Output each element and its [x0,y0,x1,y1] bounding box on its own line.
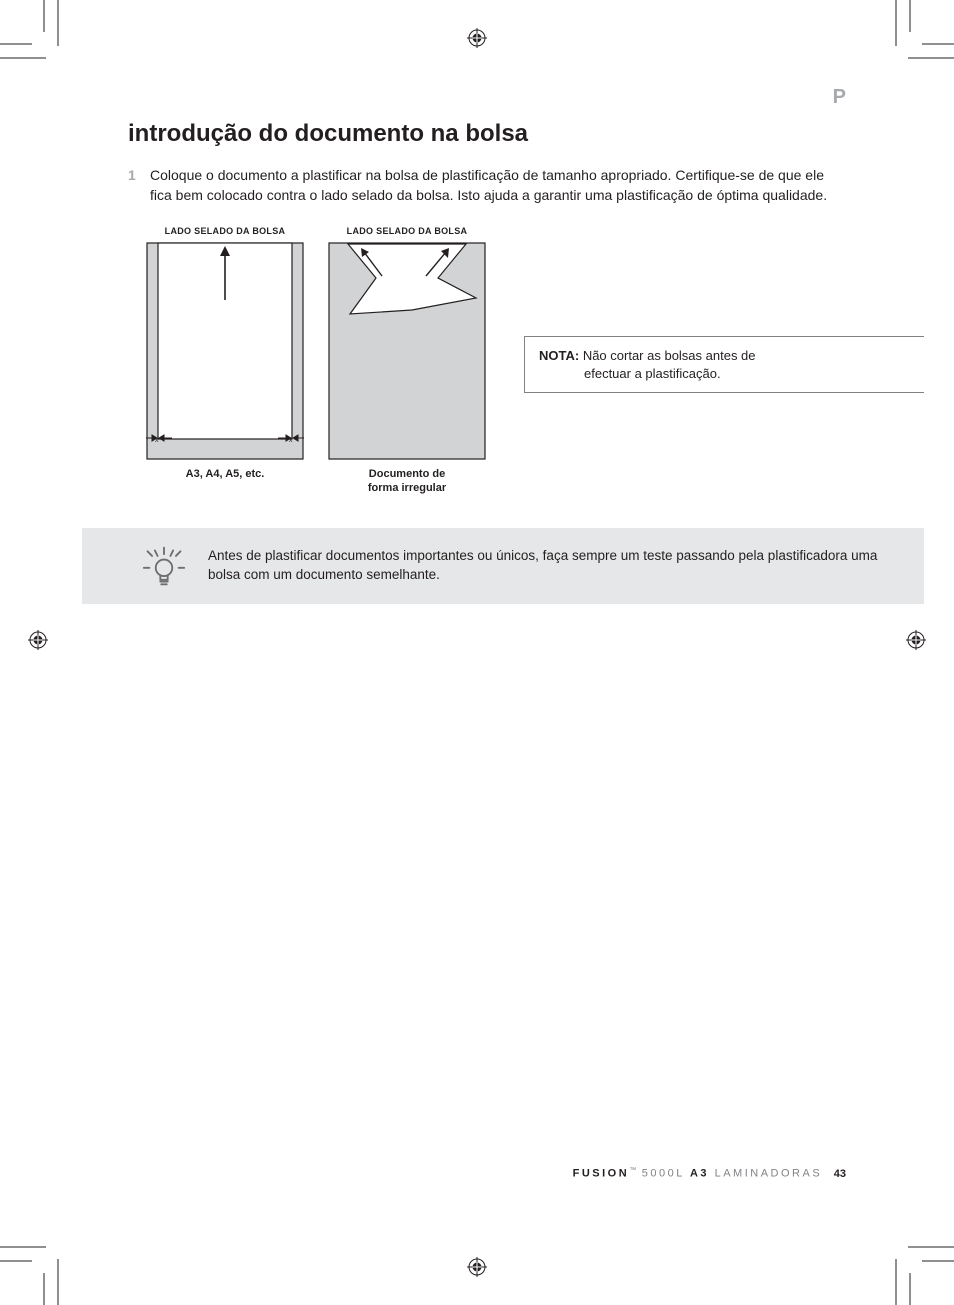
diagram-top-label: LADO SELADO DA BOLSA [347,226,468,236]
page-letter: P [833,86,846,109]
diagram-top-label: LADO SELADO DA BOLSA [165,226,286,236]
svg-text:x: x [289,437,293,444]
step-number: 1 [128,166,150,205]
step-1: 1 Coloque o documento a plastificar na b… [128,166,848,205]
note-text-1: Não cortar as bolsas antes de [579,348,755,363]
note-box: NOTA: Não cortar as bolsas antes de efec… [524,336,924,393]
tip-bar: Antes de plastificar documentos importan… [82,528,924,604]
lightbulb-icon [142,544,186,588]
diagram-bottom-label: A3, A4, A5, etc. [186,468,265,482]
footer-page: 43 [834,1168,846,1180]
pouch-irregular-svg [328,242,486,460]
diagram-irregular: LADO SELADO DA BOLSA Documento de forma … [328,226,486,496]
footer-model: 5000L [636,1168,690,1180]
tip-text: Antes de plastificar documentos importan… [208,547,904,585]
diagrams: LADO SELADO DA BOLSA x x A3, A4, A5, etc… [146,226,486,496]
pouch-standard-svg: x x [146,242,304,460]
svg-text:x: x [155,437,159,444]
footer-category: LAMINADORAS [709,1168,822,1180]
diagram-standard: LADO SELADO DA BOLSA x x A3, A4, A5, etc… [146,226,304,496]
footer-a3: A3 [690,1168,709,1180]
diagram-bottom-label: Documento de forma irregular [368,468,446,496]
note-text-2: efectuar a plastificação. [539,365,910,383]
footer: FUSION™ 5000L A3 LAMINADORAS 43 [573,1167,846,1180]
section-title: introdução do documento na bolsa [128,120,848,148]
note-label: NOTA: [539,348,579,363]
step-text: Coloque o documento a plastificar na bol… [150,166,848,205]
footer-brand: FUSION [573,1168,630,1180]
